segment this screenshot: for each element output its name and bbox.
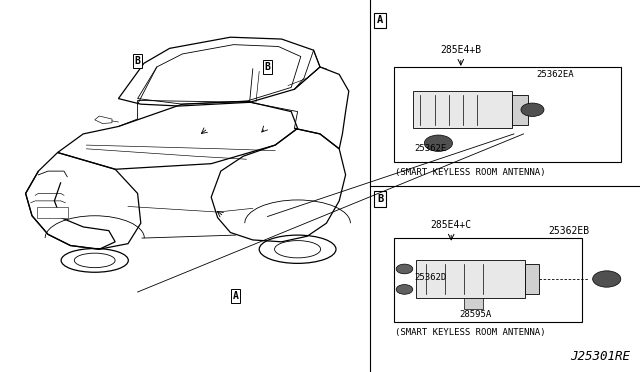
Text: 25362E: 25362E (415, 144, 447, 153)
Text: (SMART KEYLESS ROOM ANTENNA): (SMART KEYLESS ROOM ANTENNA) (395, 169, 546, 177)
Bar (394, 67, 621, 162)
Text: J25301RE: J25301RE (570, 350, 630, 363)
FancyBboxPatch shape (416, 260, 525, 298)
FancyBboxPatch shape (413, 91, 512, 128)
Circle shape (593, 271, 621, 287)
Circle shape (396, 264, 413, 274)
Text: 25362EB: 25362EB (548, 226, 589, 235)
Text: 25362EA: 25362EA (536, 70, 574, 79)
Bar (525, 264, 539, 294)
Circle shape (396, 285, 413, 294)
Text: B: B (264, 62, 271, 72)
FancyBboxPatch shape (464, 298, 483, 309)
Text: 25362D: 25362D (415, 273, 447, 282)
Bar (512, 95, 528, 125)
Text: A: A (377, 16, 383, 25)
Circle shape (424, 135, 452, 151)
Bar (37, 207, 68, 218)
Bar (394, 238, 582, 322)
Text: 285E4+C: 285E4+C (431, 220, 472, 230)
Text: A: A (232, 291, 239, 301)
Text: B: B (377, 194, 383, 204)
Text: B: B (134, 57, 141, 66)
Text: (SMART KEYLESS ROOM ANTENNA): (SMART KEYLESS ROOM ANTENNA) (395, 328, 546, 337)
Circle shape (521, 103, 544, 116)
Text: 285E4+B: 285E4+B (440, 45, 481, 55)
Text: 28595A: 28595A (460, 310, 492, 319)
